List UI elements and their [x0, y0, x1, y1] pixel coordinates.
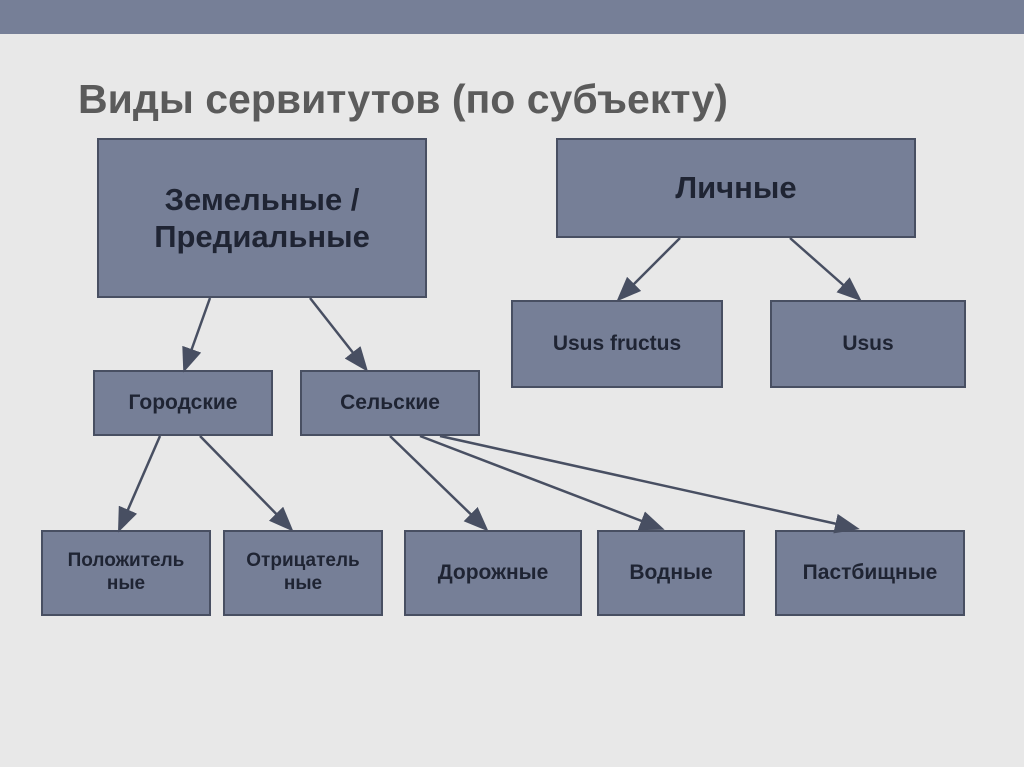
node-label: Отрицательные — [246, 550, 359, 596]
node-label: Пастбищные — [803, 560, 938, 585]
arrow-land-rural — [310, 298, 365, 368]
node-land: Земельные /Предиальные — [97, 138, 427, 298]
arrow-personal-usus — [790, 238, 858, 298]
arrow-land-urban — [185, 298, 210, 368]
node-negative: Отрицательные — [223, 530, 383, 616]
node-label: Земельные /Предиальные — [154, 181, 370, 255]
node-label: Usus — [842, 331, 893, 356]
node-personal: Личные — [556, 138, 916, 238]
node-label: Дорожные — [438, 560, 549, 585]
node-positive: Положительные — [41, 530, 211, 616]
node-label: Водные — [629, 560, 712, 585]
node-label: Личные — [675, 169, 796, 206]
node-label: Сельские — [340, 390, 440, 415]
node-usus: Usus — [770, 300, 966, 388]
node-label: Городские — [129, 390, 238, 415]
node-pasture: Пастбищные — [775, 530, 965, 616]
node-rural: Сельские — [300, 370, 480, 436]
node-road: Дорожные — [404, 530, 582, 616]
arrow-rural-pasture — [440, 436, 855, 528]
arrow-rural-water — [420, 436, 660, 528]
arrow-urban-positive — [120, 436, 160, 528]
arrow-personal-usufruct — [620, 238, 680, 298]
top-bar — [0, 0, 1024, 34]
node-label: Положительные — [68, 550, 185, 596]
node-water: Водные — [597, 530, 745, 616]
page-title: Виды сервитутов (по субъекту) — [78, 76, 728, 123]
arrow-rural-road — [390, 436, 485, 528]
node-urban: Городские — [93, 370, 273, 436]
node-label: Usus fructus — [553, 331, 681, 356]
arrow-urban-negative — [200, 436, 290, 528]
node-usufruct: Usus fructus — [511, 300, 723, 388]
